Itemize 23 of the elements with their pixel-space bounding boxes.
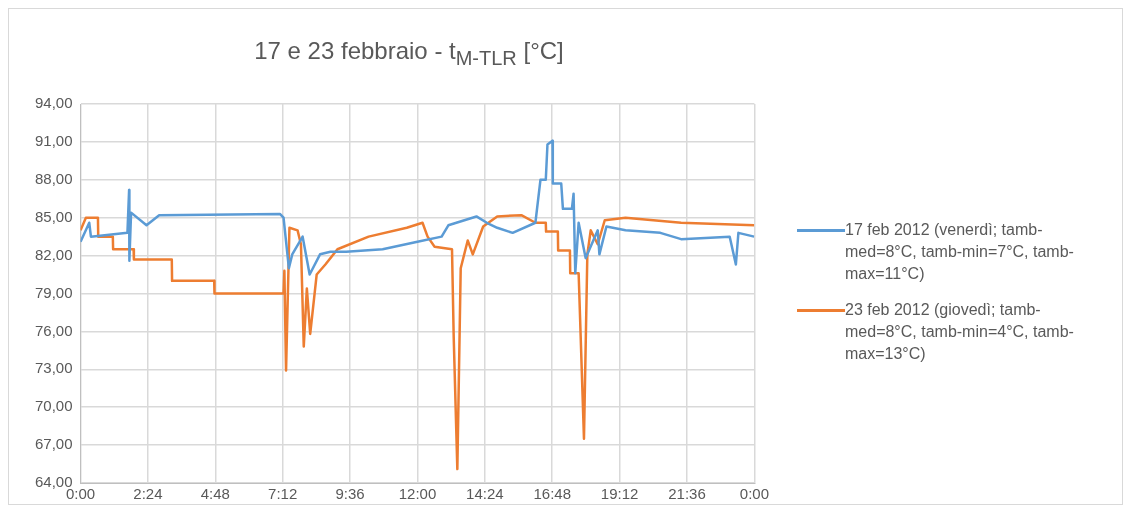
x-tick-label: 12:00 <box>398 485 437 503</box>
x-tick-label: 0:00 <box>739 485 769 503</box>
legend-label: 17 feb 2012 (venerdì; tamb-med=8°C, tamb-min=7°C, tamb-max=11°C) <box>845 220 1075 284</box>
y-tick-label: 70,00 <box>34 397 73 415</box>
x-tick-label: 4:48 <box>200 485 230 503</box>
x-tick-label: 2:24 <box>133 485 163 503</box>
y-tick-label: 85,00 <box>34 207 73 225</box>
x-tick-label: 14:24 <box>466 485 504 503</box>
y-tick-label: 91,00 <box>34 132 73 150</box>
chart-title: 17 e 23 febbraio - t$_{M-TLR}$ [°C] <box>253 37 565 70</box>
y-tick-label: 76,00 <box>34 321 73 339</box>
y-tick-label: 88,00 <box>34 169 73 187</box>
x-tick-label: 21:36 <box>668 485 706 503</box>
y-tick-label: 67,00 <box>34 435 73 453</box>
x-tick-label: 19:12 <box>600 485 639 503</box>
legend-label: 23 feb 2012 (giovedì; tamb-med=8°C, tamb-min=4°C, tamb-max=13°C) <box>845 300 1075 364</box>
x-tick-label: 16:48 <box>533 485 572 503</box>
y-tick-label: 94,00 <box>34 94 73 112</box>
y-tick-label: 82,00 <box>34 245 73 263</box>
y-tick-label: 79,00 <box>34 283 73 301</box>
x-tick-label: 9:36 <box>335 485 365 503</box>
y-tick-label: 73,00 <box>34 359 73 377</box>
x-tick-label: 7:12 <box>268 485 298 503</box>
